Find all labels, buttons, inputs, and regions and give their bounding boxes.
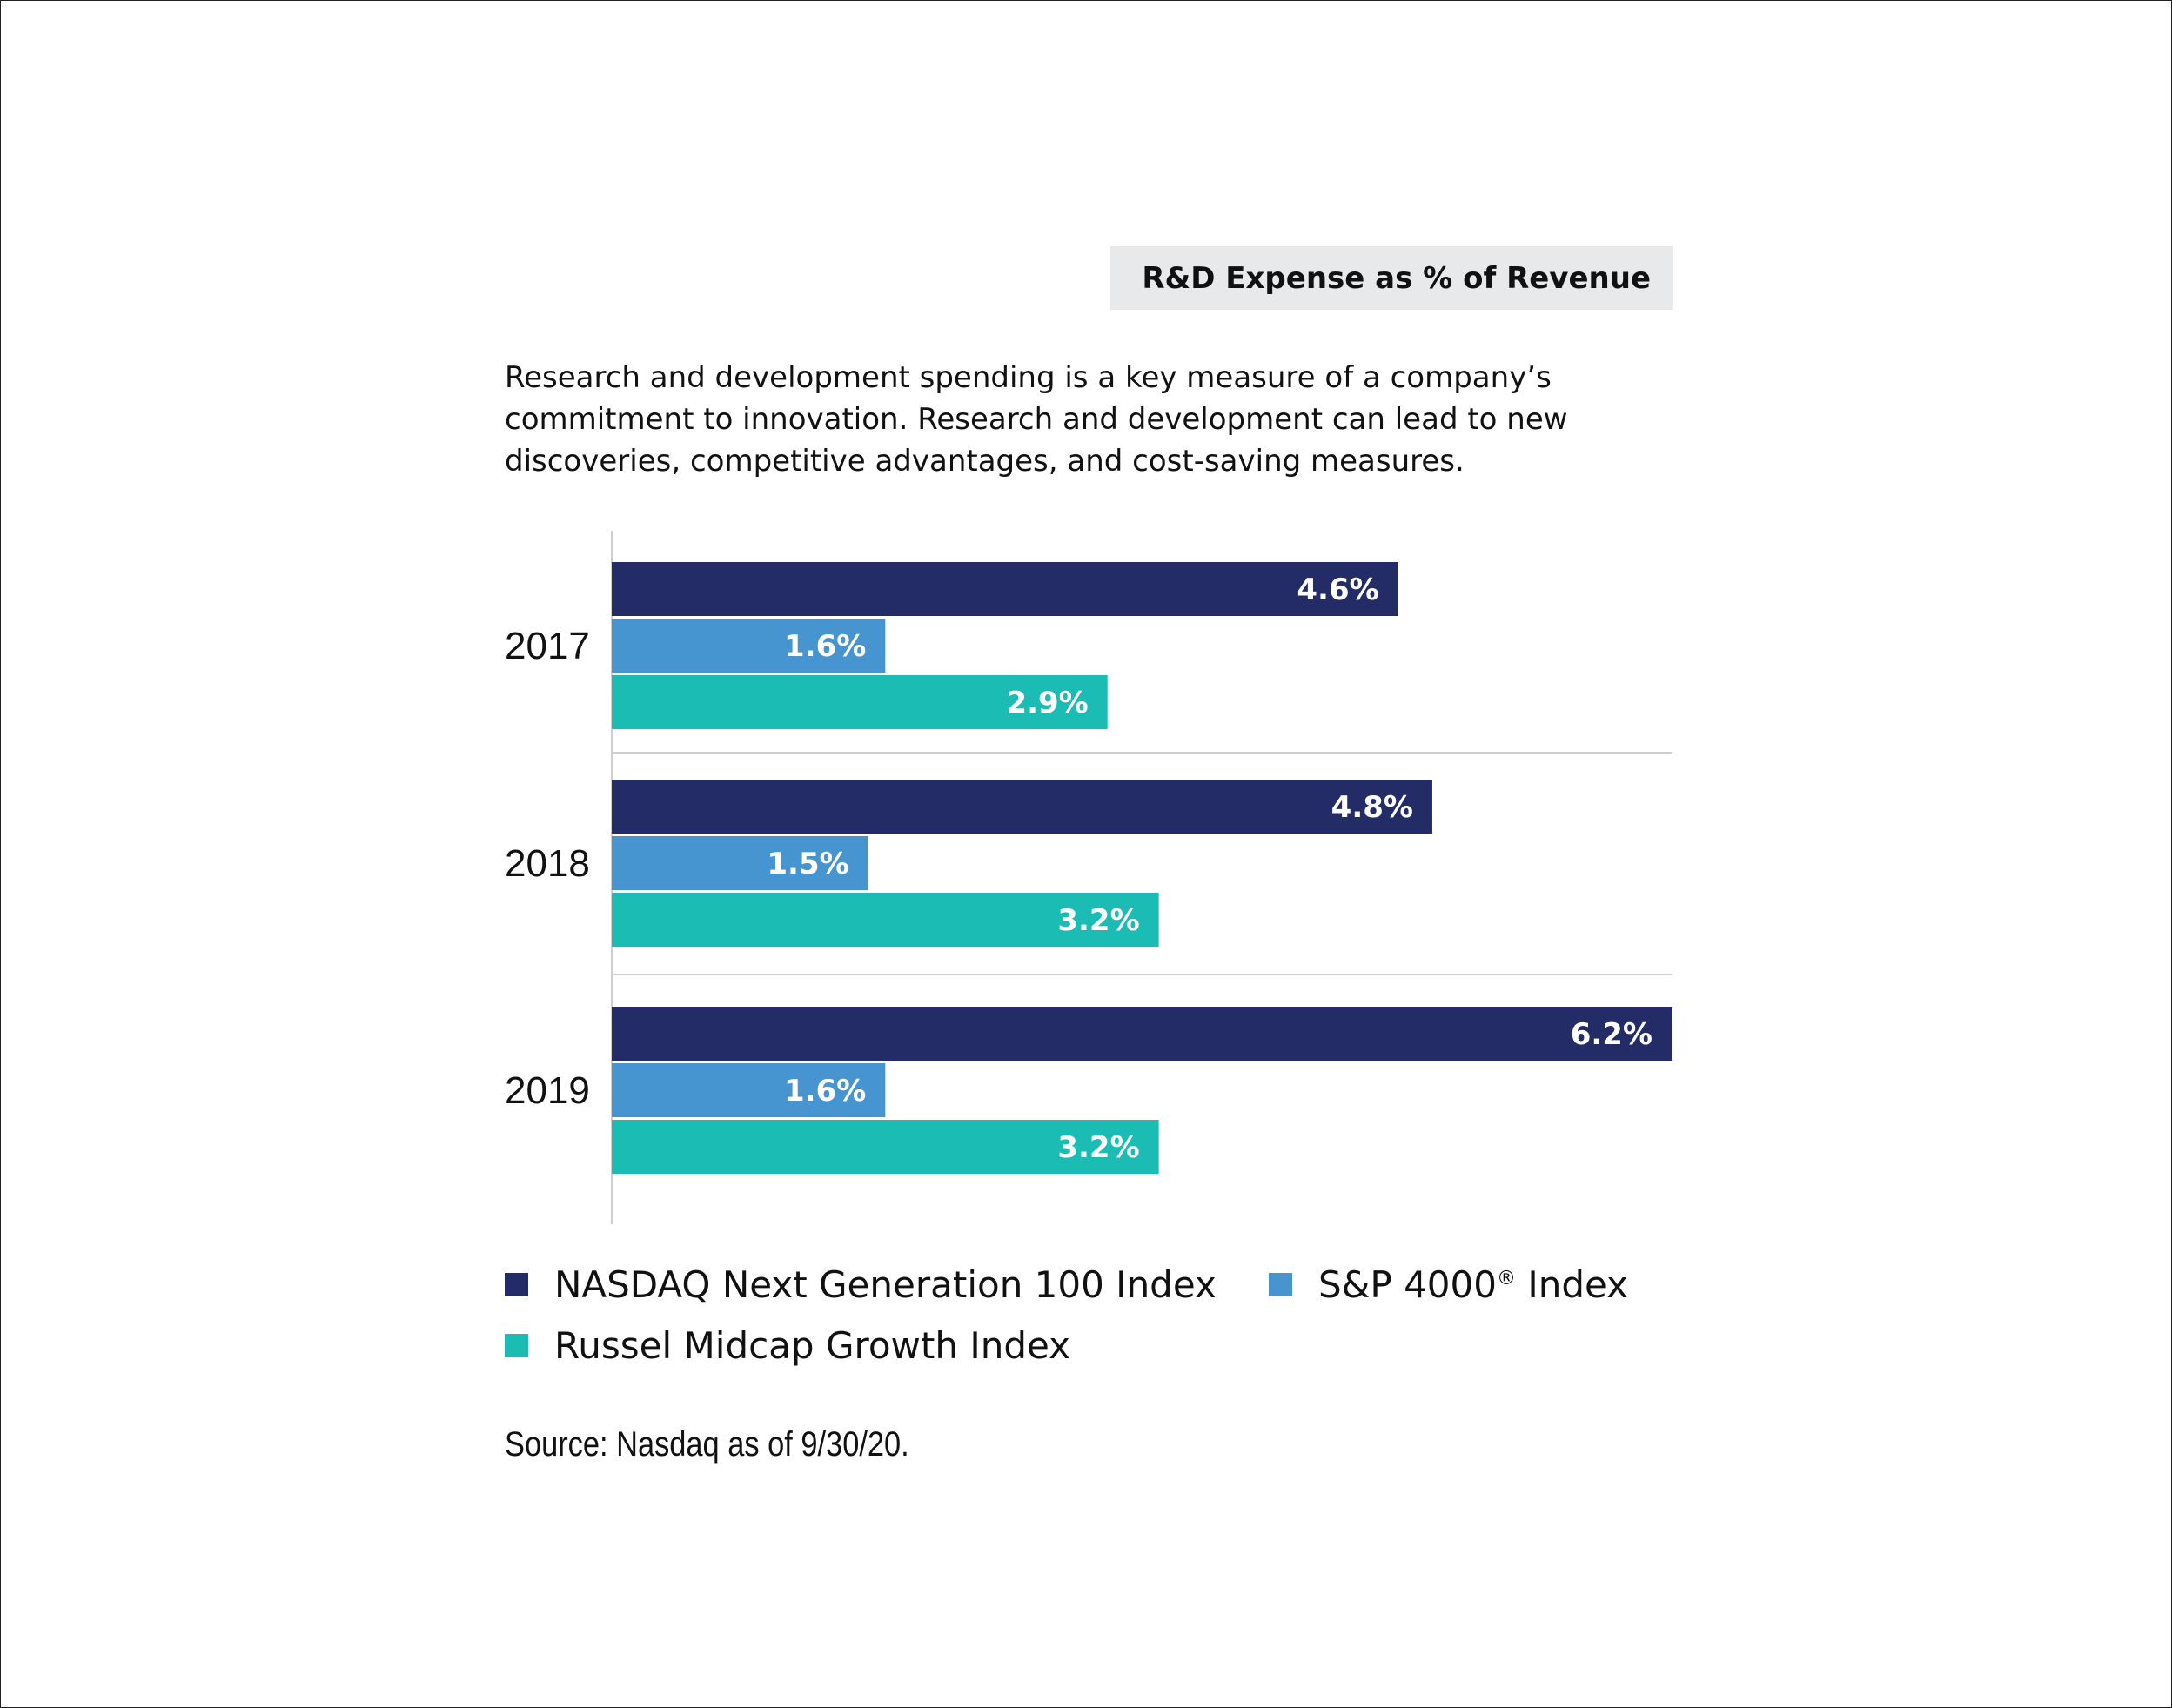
category-label: 2019 bbox=[505, 1069, 590, 1112]
description-line: discoveries, competitive advantages, and… bbox=[505, 444, 1465, 479]
description-line: Research and development spending is a k… bbox=[505, 360, 1552, 395]
bar-value-label: 2.9% bbox=[1006, 686, 1088, 720]
bar bbox=[612, 836, 868, 890]
legend-label-sp4000: S&P 4000® Index bbox=[1318, 1263, 1628, 1306]
legend-swatch-sp4000 bbox=[1269, 1273, 1292, 1296]
category-label: 2017 bbox=[505, 625, 590, 667]
legend-label-nasdaq: NASDAQ Next Generation 100 Index bbox=[554, 1263, 1217, 1306]
chart-title: R&D Expense as % of Revenue bbox=[1110, 246, 1673, 310]
legend-label-sp4000-tail: Index bbox=[1515, 1263, 1628, 1306]
description-line: commitment to innovation. Research and d… bbox=[505, 402, 1568, 437]
bar bbox=[612, 562, 1398, 616]
chart-description: Research and development spending is a k… bbox=[505, 357, 1706, 482]
bar-value-label: 1.6% bbox=[784, 1074, 866, 1109]
bar-value-label: 4.6% bbox=[1297, 573, 1378, 607]
bar bbox=[612, 675, 1108, 729]
legend-swatch-russel bbox=[505, 1334, 528, 1357]
registered-mark: ® bbox=[1496, 1268, 1516, 1289]
bar-value-label: 4.8% bbox=[1331, 790, 1413, 825]
category-label: 2018 bbox=[505, 842, 590, 885]
bar bbox=[612, 780, 1432, 834]
legend-item-russel: Russel Midcap Growth Index bbox=[505, 1324, 1070, 1367]
bar-value-label: 3.2% bbox=[1057, 1130, 1139, 1165]
bar bbox=[612, 619, 886, 673]
legend-item-nasdaq: NASDAQ Next Generation 100 Index bbox=[505, 1263, 1217, 1306]
bar bbox=[612, 1120, 1159, 1174]
bar bbox=[612, 1063, 886, 1117]
bar bbox=[612, 1007, 1672, 1061]
bar-value-label: 3.2% bbox=[1057, 903, 1139, 938]
legend-item-sp4000: S&P 4000® Index bbox=[1269, 1263, 1628, 1306]
bar-value-label: 1.6% bbox=[784, 629, 866, 664]
legend-swatch-nasdaq bbox=[505, 1273, 528, 1296]
bar bbox=[612, 893, 1159, 947]
bar-value-label: 6.2% bbox=[1571, 1017, 1652, 1052]
legend-label-sp4000-name: S&P 4000 bbox=[1318, 1263, 1497, 1306]
legend-label-russel: Russel Midcap Growth Index bbox=[554, 1324, 1070, 1367]
bar-value-label: 1.5% bbox=[767, 847, 848, 881]
source-note: Source: Nasdaq as of 9/30/20. bbox=[505, 1425, 909, 1464]
